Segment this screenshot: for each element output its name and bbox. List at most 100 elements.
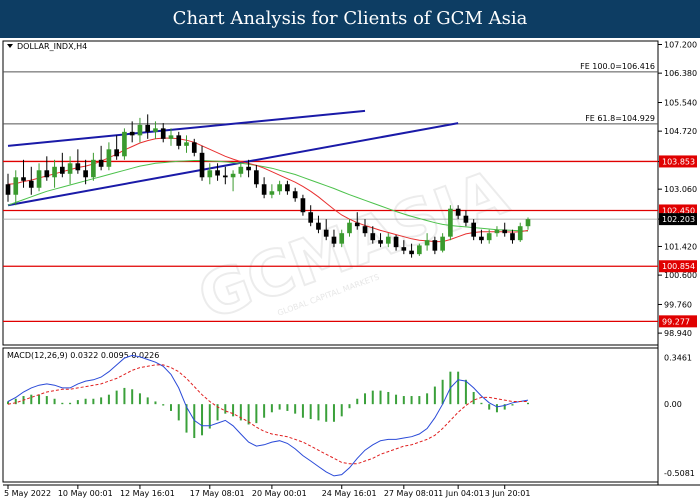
chart-area: GCMASIA GLOBAL CAPITAL MARKETS DOLLAR_IN… — [2, 40, 700, 498]
candle-bear — [502, 229, 508, 234]
level-price-tag — [659, 315, 697, 328]
candle-bull — [494, 229, 500, 234]
candle-bear — [199, 152, 205, 178]
candle-bear — [362, 226, 368, 234]
candle-bear — [75, 163, 81, 171]
candle-bull — [91, 159, 96, 178]
candle-bull — [486, 233, 492, 241]
candle-bear — [129, 131, 135, 136]
candle-bull — [137, 124, 143, 136]
macd-label: MACD(12,26,9) 0.0322 0.0095 0.0226 — [7, 351, 159, 360]
candle-bull — [13, 177, 19, 195]
candle-bull — [424, 240, 430, 246]
candle-bear — [292, 191, 298, 199]
candle-bear — [510, 233, 515, 241]
candle-bear — [323, 229, 329, 237]
candle-bull — [238, 166, 244, 174]
candle-bull — [122, 131, 127, 157]
macd-tick-label: 0.3461 — [664, 353, 692, 362]
candle-bull — [106, 149, 112, 167]
candle-bull — [52, 166, 57, 178]
candle-bull — [417, 245, 422, 255]
candle-bull — [230, 173, 236, 178]
current-price-tag — [659, 213, 697, 226]
fib-label: FE 100.0=106.416 — [580, 62, 655, 71]
candles — [5, 114, 531, 258]
level-price-tag — [659, 260, 697, 273]
candle-bull — [277, 184, 282, 192]
candle-bear — [44, 170, 50, 178]
macd-line — [7, 354, 529, 477]
macd-tick-label: 0.00 — [664, 400, 682, 409]
candle-bear — [378, 240, 383, 244]
candle-bear — [254, 170, 259, 185]
candle-bull — [385, 236, 391, 244]
current-price-label: 102.203 — [662, 215, 695, 224]
candle-bull — [153, 128, 158, 132]
level-price-label: 99.277 — [662, 317, 690, 326]
time-tick-label: 12 May 16:01 — [120, 489, 175, 498]
candle-bear — [479, 236, 484, 241]
level-lines: FE 100.0=106.416 FE 61.8=104.929 103.853 10… — [3, 62, 697, 328]
symbol-text: DOLLAR_INDX,H4 — [17, 42, 87, 51]
candle-bear — [300, 198, 306, 213]
time-tick-label: 20 May 00:01 — [252, 489, 307, 498]
candle-bear — [370, 233, 376, 241]
price-tick-labels: 107.200106.380105.540104.720103.850103.0… — [658, 40, 697, 338]
candle-bull — [269, 191, 275, 195]
candle-bear — [432, 240, 438, 251]
candle-bear — [316, 222, 321, 230]
page-title: Chart Analysis for Clients of GCM Asia — [172, 8, 528, 29]
candle-bear — [28, 180, 34, 188]
candle-bull — [67, 163, 73, 174]
channel-lower-line — [7, 122, 459, 207]
candle-bear — [401, 247, 407, 251]
candle-bear — [409, 250, 414, 255]
level-price-label: 103.853 — [662, 157, 695, 166]
candle-bull — [347, 222, 352, 234]
candle-bear — [261, 184, 267, 195]
candle-bull — [36, 170, 42, 188]
candle-bear — [331, 236, 337, 244]
channel-upper-line — [7, 109, 366, 147]
candle-bear — [215, 170, 220, 176]
candle-bear — [354, 222, 360, 227]
candle-bull — [525, 219, 531, 227]
level-price-label: 102.450 — [662, 206, 695, 215]
candle-bear — [191, 142, 197, 153]
dropdown-triangle-icon[interactable] — [7, 44, 13, 48]
candle-bull — [339, 233, 345, 244]
candle-bear — [21, 177, 26, 181]
macd-tick-label: -0.5081 — [664, 469, 695, 478]
symbol-label[interactable]: DOLLAR_INDX,H4 — [7, 42, 87, 51]
candle-bull — [440, 236, 445, 251]
candle-bear — [471, 222, 476, 237]
candle-bear — [222, 175, 228, 178]
price-tick-label: 99.760 — [664, 300, 692, 309]
candle-bear — [463, 215, 469, 223]
candle-bull — [168, 135, 174, 139]
time-tick-label: 3 Jun 20:01 — [485, 489, 531, 498]
candle-bull — [448, 208, 453, 237]
candle-bear — [5, 184, 11, 195]
ma-slow-line — [7, 160, 529, 232]
price-tick-label: 106.380 — [664, 69, 697, 78]
time-tick-label: 10 May 00:01 — [58, 489, 113, 498]
price-tick-label: 101.420 — [664, 242, 697, 251]
candle-bear — [176, 135, 182, 146]
candle-bear — [160, 128, 166, 139]
macd-signal-line — [7, 364, 528, 465]
candle-bear — [83, 170, 88, 178]
time-tick-label: 24 May 16:01 — [322, 489, 377, 498]
price-tick-label: 107.200 — [664, 40, 697, 49]
candle-bull — [207, 170, 213, 178]
level-price-label: 100.854 — [662, 262, 695, 271]
price-tick-label: 98.940 — [664, 329, 692, 338]
candle-bear — [98, 159, 104, 167]
macd-series — [7, 354, 529, 477]
macd-panel — [2, 347, 659, 483]
level-price-tag — [659, 155, 697, 168]
macd-tick-labels: 0.3461 0.00 -0.5081 — [664, 353, 695, 478]
price-tick-label: 105.540 — [664, 98, 697, 107]
time-tick-label: 17 May 08:01 — [190, 489, 245, 498]
